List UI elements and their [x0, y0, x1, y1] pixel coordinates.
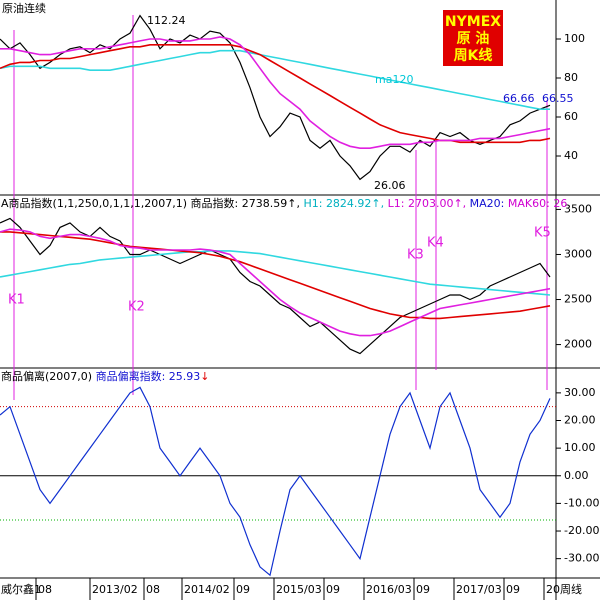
- k-marker: K4: [427, 236, 444, 251]
- k-marker: K5: [534, 226, 551, 241]
- y-tick-label: 3000: [564, 247, 592, 260]
- y-tick-label: 60: [564, 110, 578, 123]
- header-part: MAK60: 26: [504, 197, 567, 210]
- y-tick-label: -30.00: [564, 552, 599, 565]
- annotation: 26.06: [374, 179, 406, 192]
- annotation: 112.24: [147, 14, 186, 27]
- annotation: 66.66: [503, 92, 535, 105]
- x-tick-label: 2016/03: [366, 583, 412, 596]
- y-tick-label: 80: [564, 71, 578, 84]
- period-label: 周线: [560, 582, 582, 596]
- series-line: [0, 231, 551, 320]
- series-line: [0, 217, 551, 355]
- x-tick-label: 09: [506, 583, 520, 596]
- y-tick-label: 0.00: [564, 469, 589, 482]
- y-tick-label: -10.00: [564, 496, 599, 509]
- panel-title: 原油连续: [2, 1, 46, 15]
- header-part: L1: 2703.00↑,: [384, 197, 466, 210]
- x-tick-label: 08: [38, 583, 52, 596]
- y-tick-label: 2000: [564, 338, 592, 351]
- y-tick-label: 30.00: [564, 386, 596, 399]
- x-tick-label: 09: [326, 583, 340, 596]
- header-part: A商品指数(1,1,250,0,1,1,1,2007,1): [1, 196, 187, 210]
- y-tick-label: 20.00: [564, 414, 596, 427]
- k-marker: K1: [8, 293, 25, 308]
- panel-header: A商品指数(1,1,250,0,1,1,1,2007,1) 商品指数: 2738…: [1, 196, 567, 210]
- y-tick-label: 3500: [564, 202, 592, 215]
- badge-text: 原 油: [457, 30, 490, 47]
- y-tick-label: 10.00: [564, 441, 596, 454]
- header-part: H1: 2824.92↑,: [300, 197, 384, 210]
- k-marker: K2: [128, 300, 145, 315]
- x-tick-label: 2017/03: [456, 583, 502, 596]
- badge: [443, 10, 503, 66]
- x-tick-label: 08: [146, 583, 160, 596]
- badge-text: NYMEX: [445, 14, 501, 30]
- series-line: [0, 44, 551, 144]
- annotation: ma120: [375, 73, 413, 86]
- series-line: [0, 14, 551, 181]
- series-line: [0, 250, 551, 296]
- series-line: [0, 49, 550, 110]
- y-tick-label: 40: [564, 149, 578, 162]
- x-tick-label: 2014/02: [184, 583, 230, 596]
- header-part: ↓: [200, 370, 209, 383]
- header-part: 商品指数: 2738.59↑,: [187, 196, 300, 210]
- series-line: [0, 228, 551, 337]
- header-part: MA20:: [466, 197, 504, 210]
- series-line: [0, 386, 551, 577]
- y-tick-label: 2500: [564, 293, 592, 306]
- x-tick-label: 2015/03: [276, 583, 322, 596]
- x-tick-label: 09: [416, 583, 430, 596]
- y-tick-label: 100: [564, 32, 585, 45]
- badge-text: 周K线: [454, 47, 493, 64]
- y-tick-label: -20.00: [564, 524, 599, 537]
- x-tick-label: 09: [236, 583, 250, 596]
- panel-header: 商品偏离(2007,0) 商品偏离指数: 25.93↓: [1, 369, 210, 383]
- x-tick-label: 20: [546, 583, 560, 596]
- k-marker: K3: [407, 248, 424, 263]
- annotation: 66.55: [542, 92, 574, 105]
- series-line: [0, 36, 551, 149]
- header-part: 商品偏离指数: 25.93: [92, 369, 200, 383]
- header-part: 商品偏离(2007,0): [1, 369, 92, 383]
- corner-label: 威尔鑫1: [1, 582, 41, 596]
- x-tick-label: 2013/02: [92, 583, 138, 596]
